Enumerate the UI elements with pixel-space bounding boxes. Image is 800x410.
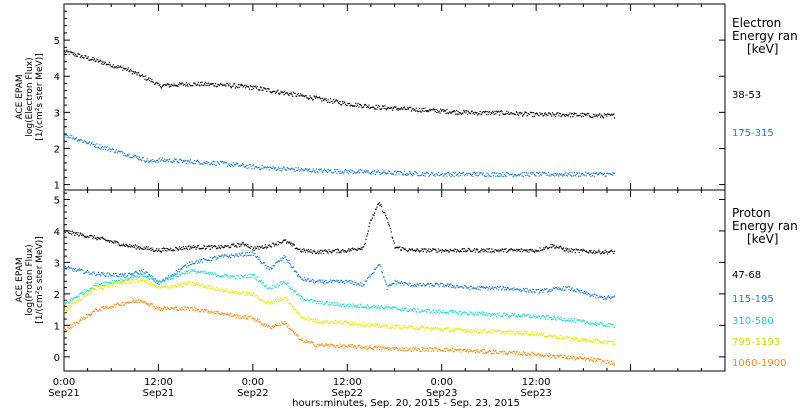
electron-panel-frame	[63, 3, 726, 191]
proton-ytick-label: 0	[54, 353, 60, 364]
proton-legend-115-195: 115-195	[732, 294, 774, 305]
proton-ylabel-line3: [1/(cm²s ster MeV)]	[35, 236, 45, 323]
proton-legend-title-3: [keV]	[747, 232, 778, 246]
electron-ytick-label: 2	[54, 144, 60, 155]
electron-ytick-label: 1	[54, 181, 60, 192]
xtick-date-label: Sep22	[331, 388, 363, 399]
proton-legend: Proton Energy ran [keV] 47-68 115-195 31…	[732, 206, 798, 369]
proton-series-115-195	[63, 251, 616, 300]
xtick-date-label: Sep21	[48, 388, 80, 399]
xtick-time-label: 0:00	[53, 377, 75, 388]
proton-ytick-label: 3	[54, 258, 60, 269]
proton-trace-47-68	[63, 202, 616, 255]
proton-legend-47-68: 47-68	[732, 270, 761, 281]
proton-series-310-580	[63, 269, 616, 328]
electron-legend: Electron Energy ran [keV] 38-53 175-315	[732, 16, 798, 139]
electron-ytick-label: 4	[54, 72, 60, 83]
electron-legend-175-315: 175-315	[732, 128, 774, 139]
proton-series	[63, 202, 616, 366]
proton-ylabel-line1: ACE EPAM	[15, 257, 25, 302]
proton-ytick-label: 5	[54, 195, 60, 206]
electron-ylabel: ACE EPAM log(Electron Flux) [1/(cm²s ste…	[15, 53, 45, 140]
proton-legend-795-1193: 795-1193	[732, 337, 780, 348]
proton-series-47-68	[63, 202, 616, 255]
proton-trace-310-580	[63, 269, 616, 328]
proton-ytick-label: 2	[54, 290, 60, 301]
electron-legend-38-53: 38-53	[732, 90, 761, 101]
proton-ylabel-line2: log(Proton Flux)	[25, 244, 35, 315]
electron-series-38-53	[63, 49, 616, 119]
electron-ytick-label: 5	[54, 36, 60, 47]
electron-series	[63, 49, 616, 178]
proton-ylabel: ACE EPAM log(Proton Flux) [1/(cm²s ster …	[15, 236, 45, 323]
electron-ylabel-line1: ACE EPAM	[15, 74, 25, 119]
electron-panel: ACE EPAM log(Electron Flux) [1/(cm²s ste…	[15, 3, 798, 192]
xtick-date-label: Sep23	[426, 388, 458, 399]
xtick-date-label: Sep22	[237, 388, 269, 399]
xtick-time-label: 12:00	[333, 377, 362, 388]
electron-y-ticks: 1 2 3 4 5	[54, 10, 725, 192]
electron-trace-38-53	[63, 49, 616, 119]
electron-ylabel-line3: [1/(cm²s ster MeV)]	[35, 53, 45, 140]
proton-trace-795-1193	[63, 277, 616, 345]
proton-ytick-label: 1	[54, 321, 60, 332]
xtick-time-label: 0:00	[242, 377, 264, 388]
electron-legend-title-1: Electron	[732, 16, 781, 30]
xtick-time-label: 12:00	[144, 377, 173, 388]
xtick-date-label: Sep21	[143, 388, 175, 399]
proton-legend-1060-1900: 1060-1900	[732, 358, 787, 369]
x-axis: 0:00Sep2112:00Sep210:00Sep2212:00Sep220:…	[48, 4, 726, 399]
proton-legend-title-2: Energy ran	[732, 219, 798, 233]
proton-legend-title-1: Proton	[732, 206, 771, 220]
xtick-time-label: 0:00	[430, 377, 452, 388]
proton-panel: ACE EPAM log(Proton Flux) [1/(cm²s ster …	[15, 189, 798, 372]
electron-series-175-315	[63, 134, 616, 178]
xtick-time-label: 12:00	[522, 377, 551, 388]
x-axis-label: hours:minutes, Sep. 20, 2015 - Sep. 23, …	[292, 398, 520, 409]
proton-y-ticks: 0 1 2 3 4 5	[54, 192, 725, 364]
proton-trace-115-195	[63, 251, 616, 300]
proton-series-795-1193	[63, 277, 616, 345]
electron-ylabel-line2: log(Electron Flux)	[25, 57, 35, 136]
proton-ytick-label: 4	[54, 227, 60, 238]
electron-legend-title-2: Energy ran	[732, 29, 798, 43]
proton-legend-310-580: 310-580	[732, 316, 774, 327]
electron-legend-title-3: [keV]	[747, 42, 778, 56]
electron-ytick-label: 3	[54, 108, 60, 119]
xtick-date-label: Sep23	[520, 388, 552, 399]
electron-trace-175-315	[63, 134, 616, 178]
